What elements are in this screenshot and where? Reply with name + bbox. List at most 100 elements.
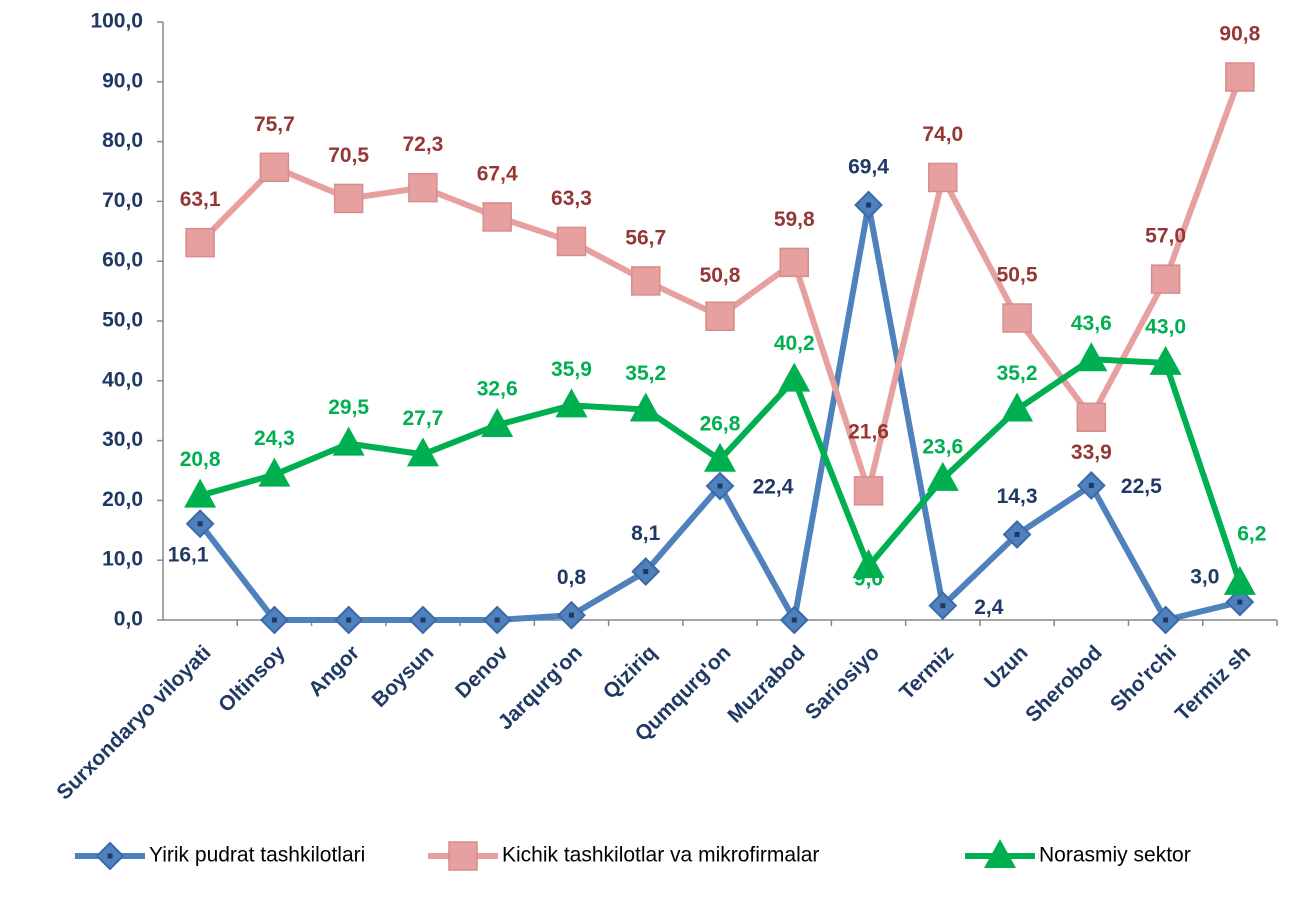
marker: [406, 437, 439, 467]
marker: [704, 442, 736, 472]
data-label: 63,3: [551, 187, 592, 210]
marker: [482, 202, 512, 232]
marker-center: [420, 617, 426, 623]
x-tick-label: Angor: [304, 641, 364, 701]
x-tick-label: Oltinsoy: [214, 641, 290, 717]
marker: [630, 266, 661, 296]
data-label: 59,8: [774, 208, 815, 231]
legend-label: Kichik tashkilotlar va mikrofirmalar: [502, 844, 819, 867]
data-label: 35,2: [625, 362, 666, 385]
marker: [629, 392, 662, 422]
marker-center: [1088, 482, 1094, 488]
y-tick-label: 80,0: [102, 129, 143, 152]
x-tick-label: Boysun: [368, 641, 439, 712]
data-label: 3,0: [1190, 566, 1219, 589]
marker: [1150, 264, 1181, 294]
x-tick-label: Surxondaryo viloyati: [52, 641, 215, 804]
marker-center: [940, 603, 946, 609]
marker: [1001, 392, 1034, 422]
legend-item: Norasmiy sektor: [965, 839, 1191, 868]
marker-center: [568, 612, 574, 618]
marker-center: [1237, 599, 1243, 605]
legend-item: Yirik pudrat tashkilotlari: [75, 841, 365, 871]
marker: [853, 476, 884, 506]
x-tick-label: Denov: [451, 641, 513, 703]
marker-center: [271, 617, 277, 623]
series: 63,1 75,7 70,5 72,3 67,4 63,3 56,7 50,8 59,8 21,6…: [180, 23, 1261, 506]
data-label: 33,9: [1071, 441, 1112, 464]
marker: [481, 408, 514, 438]
data-label: 35,9: [551, 358, 592, 381]
marker: [928, 162, 958, 193]
y-tick-label: 50,0: [102, 309, 143, 332]
data-label: 8,1: [631, 522, 661, 545]
series: 20,8 24,3 29,5 27,7 32,6 35,9 35,2 26,8 40,2 9,0 2…: [180, 312, 1266, 595]
marker-center: [643, 569, 649, 575]
data-label: 9,0: [854, 568, 883, 591]
data-label: 43,6: [1071, 312, 1112, 335]
data-label: 29,5: [328, 396, 369, 419]
y-tick-label: 0,0: [114, 608, 143, 631]
data-label: 57,0: [1145, 225, 1186, 248]
data-label: 6,2: [1237, 522, 1266, 545]
marker: [1075, 342, 1108, 372]
data-label: 26,8: [700, 412, 741, 435]
legend-item: Kichik tashkilotlar va mikrofirmalar: [428, 841, 819, 871]
y-tick-label: 20,0: [102, 488, 143, 511]
data-label: 74,0: [922, 123, 963, 146]
data-label: 70,5: [328, 144, 369, 167]
marker: [556, 226, 587, 257]
marker: [1149, 345, 1182, 375]
x-tick-label: Qiziriq: [599, 641, 661, 703]
marker-center: [494, 617, 500, 623]
data-label: 22,5: [1121, 475, 1162, 498]
marker: [333, 183, 364, 214]
data-label: 63,1: [180, 188, 221, 211]
x-tick-label: Uzun: [980, 641, 1033, 694]
marker: [332, 426, 365, 456]
marker-center: [1014, 531, 1020, 537]
data-label: 14,3: [997, 485, 1038, 508]
data-label: 21,6: [848, 420, 889, 443]
y-tick-label: 40,0: [102, 368, 143, 391]
series: 16,1 0,8 8,1 22,4 69,4 2,4 14,3 22,5 3,0: [168, 156, 1255, 635]
x-tick-label: Sariosiyo: [801, 641, 884, 724]
y-tick-label: 60,0: [102, 249, 143, 272]
x-tick-label: Sherobod: [1021, 641, 1107, 727]
data-label: 50,8: [700, 264, 741, 287]
data-label: 90,8: [1219, 23, 1260, 46]
marker: [779, 247, 810, 278]
data-label: 20,8: [180, 448, 221, 471]
marker: [778, 362, 811, 392]
marker: [184, 478, 217, 508]
marker-center: [866, 202, 872, 208]
marker-center: [346, 617, 352, 623]
data-label: 24,3: [254, 427, 295, 450]
legend-label: Norasmiy sektor: [1039, 844, 1191, 867]
x-tick-label: Termiz: [895, 641, 958, 704]
y-tick-label: 70,0: [102, 189, 143, 212]
y-tick-label: 10,0: [102, 548, 143, 571]
marker-center: [717, 483, 723, 489]
y-tick-label: 90,0: [102, 69, 143, 92]
data-label: 0,8: [557, 566, 587, 589]
data-label: 16,1: [168, 543, 209, 566]
data-label: 2,4: [974, 596, 1004, 619]
legend-label: Yirik pudrat tashkilotlari: [149, 844, 365, 867]
marker: [185, 227, 215, 258]
data-label: 67,4: [477, 162, 518, 185]
data-label: 50,5: [997, 264, 1038, 287]
marker: [1002, 303, 1032, 333]
marker-center: [791, 617, 797, 623]
marker: [258, 457, 291, 487]
marker: [705, 301, 735, 331]
marker: [984, 839, 1016, 868]
marker: [926, 461, 959, 491]
data-label: 40,2: [774, 332, 815, 355]
data-label: 72,3: [402, 133, 443, 156]
y-tick-label: 100,0: [90, 10, 143, 33]
marker-center: [197, 521, 203, 527]
x-tick-label: Muzrabod: [723, 641, 809, 727]
marker: [555, 388, 588, 418]
data-label: 56,7: [625, 226, 666, 249]
